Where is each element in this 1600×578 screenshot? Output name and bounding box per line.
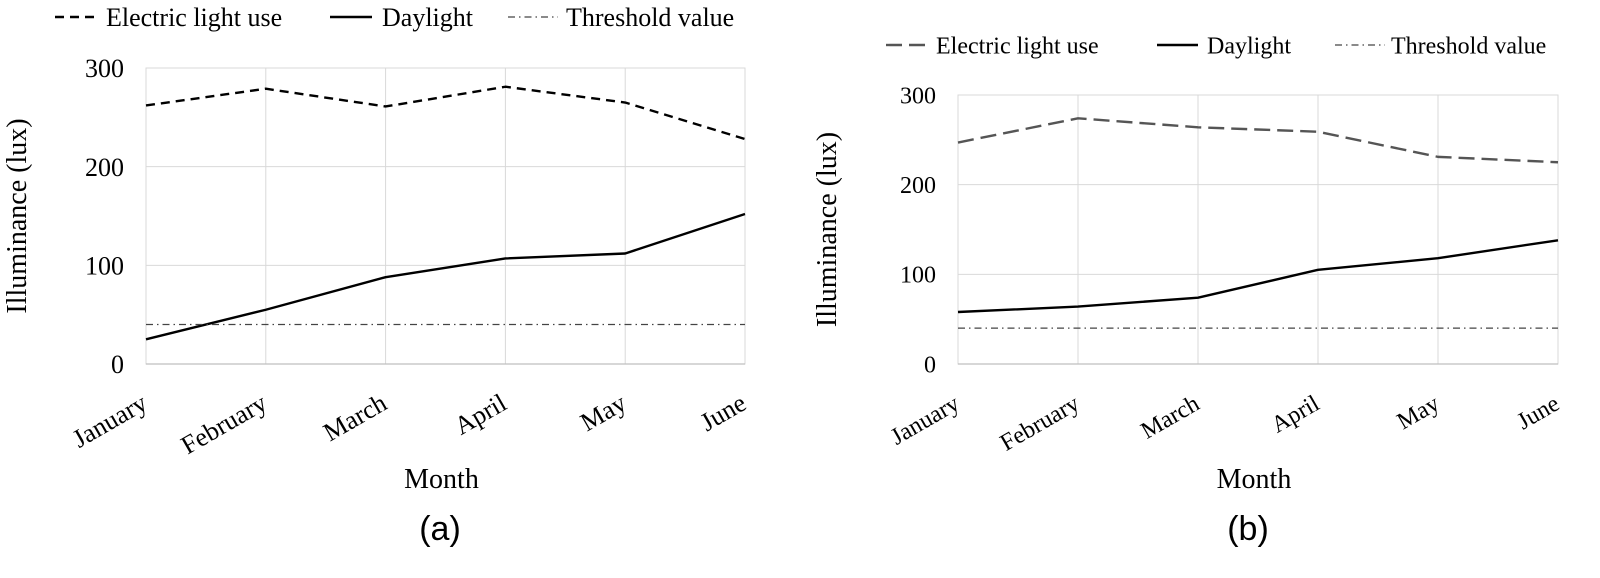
data-point-threshold-value — [1435, 325, 1441, 331]
data-point-threshold-value — [1315, 325, 1321, 331]
chart-panel-a: 0 100 200 300 January February March April May Ju… — [2, 3, 751, 548]
data-point-threshold-value — [742, 322, 748, 328]
data-point-threshold-value — [1195, 325, 1201, 331]
plot-area — [957, 94, 1559, 365]
x-tick-label: March — [318, 388, 391, 447]
x-tick-label: April — [1267, 391, 1324, 439]
data-point-electric-light-use — [383, 103, 389, 109]
data-point-electric-light-use — [1555, 159, 1561, 165]
data-point-daylight — [502, 255, 508, 261]
x-tick-label: January — [67, 388, 152, 454]
data-point-daylight — [143, 336, 149, 342]
x-tick-label: May — [575, 388, 631, 437]
x-tick-label: June — [1513, 391, 1564, 436]
data-point-threshold-value — [383, 322, 389, 328]
data-point-threshold-value — [1555, 325, 1561, 331]
series-line-electric-light-use — [145, 85, 746, 141]
x-tick-label: January — [886, 391, 964, 451]
y-tick-label: 200 — [85, 153, 124, 182]
y-tick-label: 0 — [924, 352, 936, 378]
legend-label: Electric light use — [936, 33, 1099, 59]
panel-label: (b) — [1227, 510, 1269, 548]
data-point-threshold-value — [955, 325, 961, 331]
data-point-threshold-value — [1075, 325, 1081, 331]
data-point-daylight — [1315, 267, 1321, 273]
data-point-threshold-value — [143, 322, 149, 328]
y-tick-label: 100 — [900, 263, 936, 289]
data-point-threshold-value — [502, 322, 508, 328]
y-axis-title: Illuminance (lux) — [2, 118, 33, 313]
y-tick-label: 200 — [900, 173, 936, 199]
x-tick-label: April — [449, 388, 511, 441]
data-point-electric-light-use — [622, 100, 628, 106]
legend-label: Daylight — [382, 3, 474, 32]
data-point-daylight — [622, 250, 628, 256]
y-tick-label: 0 — [111, 350, 124, 379]
x-axis-title: Month — [404, 464, 479, 495]
legend-label: Threshold value — [566, 3, 734, 32]
x-tick-label: February — [176, 388, 272, 460]
legend-label: Electric light use — [106, 3, 282, 32]
data-point-electric-light-use — [1195, 124, 1201, 130]
data-point-daylight — [1075, 304, 1081, 310]
panel-label: (a) — [419, 510, 461, 548]
data-point-daylight — [1435, 255, 1441, 261]
y-tick-label: 300 — [85, 54, 124, 83]
data-point-electric-light-use — [263, 86, 269, 92]
data-point-daylight — [955, 309, 961, 315]
y-axis-title: Illuminance (lux) — [812, 132, 843, 327]
x-axis-title: Month — [1217, 464, 1292, 495]
x-tick-label: February — [996, 391, 1084, 457]
data-point-daylight — [383, 274, 389, 280]
data-point-daylight — [742, 211, 748, 217]
data-point-electric-light-use — [1075, 115, 1081, 121]
data-point-electric-light-use — [955, 140, 961, 146]
series-line-electric-light-use — [957, 117, 1559, 164]
data-point-threshold-value — [263, 322, 269, 328]
data-point-daylight — [1195, 295, 1201, 301]
legend-label: Daylight — [1207, 33, 1291, 59]
series-line-daylight — [957, 239, 1559, 314]
chart-panel-b: 0 100 200 300 January February March April May Ju… — [812, 33, 1564, 548]
data-point-electric-light-use — [1315, 129, 1321, 135]
series-line-daylight — [145, 212, 746, 341]
x-tick-label: March — [1137, 391, 1204, 445]
legend-label: Threshold value — [1391, 33, 1546, 59]
data-point-electric-light-use — [1435, 154, 1441, 160]
data-point-electric-light-use — [742, 136, 748, 142]
data-point-daylight — [1555, 237, 1561, 243]
y-tick-label: 100 — [85, 251, 124, 280]
data-point-daylight — [263, 307, 269, 313]
data-point-threshold-value — [622, 322, 628, 328]
data-point-electric-light-use — [502, 84, 508, 90]
data-point-electric-light-use — [143, 102, 149, 108]
x-tick-label: June — [695, 388, 751, 437]
y-tick-label: 300 — [900, 83, 936, 109]
x-tick-label: May — [1393, 391, 1444, 436]
